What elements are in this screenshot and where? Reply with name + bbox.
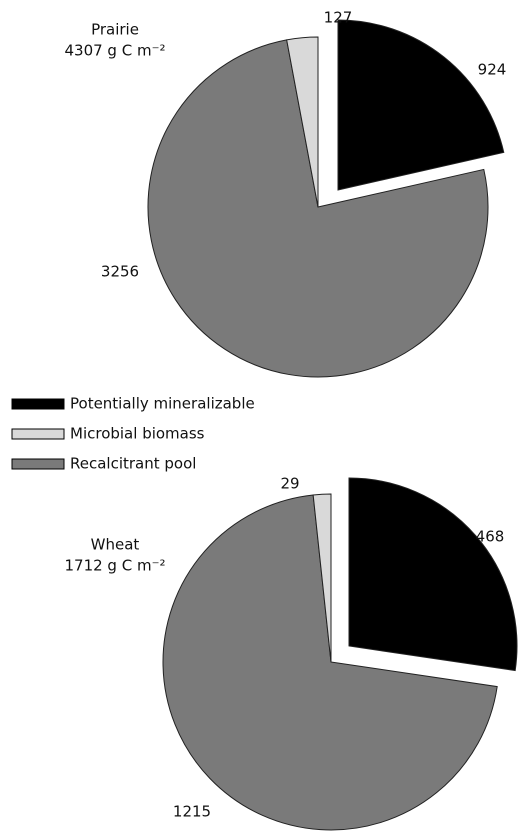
chart-subtitle: 4307 g C m⁻² — [64, 42, 165, 60]
data-label: 924 — [478, 61, 507, 79]
legend-label: Potentially mineralizable — [70, 395, 255, 413]
pie-slice — [147, 39, 489, 378]
chart-subtitle: 1712 g C m⁻² — [64, 557, 165, 575]
pie-slice — [286, 36, 319, 208]
data-label: 29 — [280, 475, 299, 493]
legend-label: Recalcitrant pool — [70, 455, 196, 473]
data-label: 3256 — [101, 263, 139, 281]
legend-label: Microbial biomass — [70, 425, 205, 443]
legend-swatch — [11, 458, 65, 470]
pie-slice — [337, 19, 505, 191]
data-label: 127 — [324, 9, 353, 27]
legend-swatch — [11, 398, 65, 410]
pie-slice — [348, 477, 518, 672]
pie-slice — [312, 493, 332, 663]
data-label: 468 — [476, 528, 505, 546]
legend-swatch — [11, 428, 65, 440]
chart-title: Wheat — [91, 536, 140, 554]
data-label: 1215 — [173, 803, 211, 821]
chart-title: Prairie — [91, 21, 139, 39]
pie-slice — [162, 494, 498, 831]
